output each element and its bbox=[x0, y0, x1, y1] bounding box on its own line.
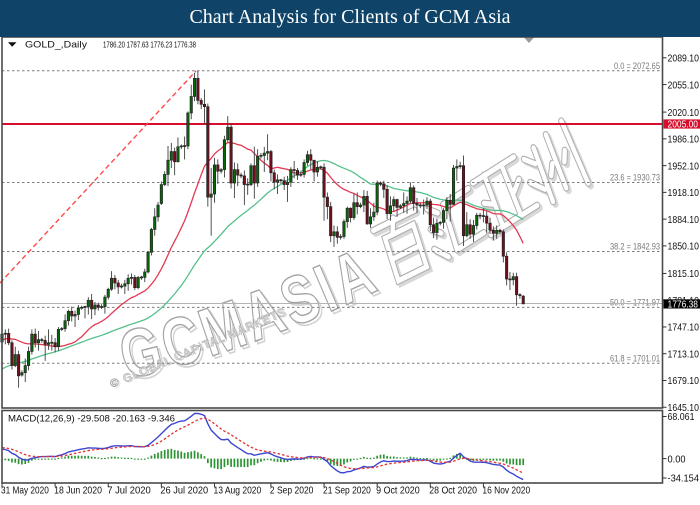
svg-text:1986.10: 1986.10 bbox=[668, 135, 700, 146]
svg-text:50.0 = 1771.97: 50.0 = 1771.97 bbox=[610, 298, 660, 308]
svg-text:1815.10: 1815.10 bbox=[668, 269, 700, 280]
svg-text:13 Aug 2020: 13 Aug 2020 bbox=[213, 486, 261, 497]
svg-text:9 Oct 2020: 9 Oct 2020 bbox=[376, 486, 420, 497]
svg-text:31 May 2020: 31 May 2020 bbox=[1, 486, 49, 497]
svg-text:1918.10: 1918.10 bbox=[668, 188, 700, 199]
svg-text:38.2 = 1842.93: 38.2 = 1842.93 bbox=[610, 242, 660, 252]
svg-text:1776.38: 1776.38 bbox=[668, 299, 699, 310]
svg-text:68.061: 68.061 bbox=[668, 412, 695, 423]
svg-text:0.00: 0.00 bbox=[668, 454, 686, 465]
svg-text:61.8 = 1701.01: 61.8 = 1701.01 bbox=[610, 353, 660, 363]
svg-text:GOLD_,Daily: GOLD_,Daily bbox=[25, 40, 88, 50]
svg-text:1747.10: 1747.10 bbox=[668, 323, 700, 334]
svg-text:1679.10: 1679.10 bbox=[668, 376, 700, 387]
svg-text:0.0 = 2072.65: 0.0 = 2072.65 bbox=[614, 61, 660, 71]
svg-text:2005.00: 2005.00 bbox=[668, 119, 699, 130]
svg-text:21 Sep 2020: 21 Sep 2020 bbox=[323, 486, 371, 497]
svg-text:2 Sep 2020: 2 Sep 2020 bbox=[270, 486, 314, 497]
svg-text:MACD(12,26,9) -29.508 -20.163: MACD(12,26,9) -29.508 -20.163 -9.346 bbox=[8, 414, 175, 424]
svg-text:2020.10: 2020.10 bbox=[668, 108, 700, 119]
svg-text:23.6 = 1930.73: 23.6 = 1930.73 bbox=[610, 173, 660, 183]
svg-text:26 Jul 2020: 26 Jul 2020 bbox=[160, 486, 208, 497]
svg-text:1884.10: 1884.10 bbox=[668, 215, 700, 226]
svg-text:18 Jun 2020: 18 Jun 2020 bbox=[54, 486, 102, 497]
svg-text:28 Oct 2020: 28 Oct 2020 bbox=[429, 486, 477, 497]
svg-text:1786.20 1787.63 1776.23 1776.3: 1786.20 1787.63 1776.23 1776.38 bbox=[103, 41, 196, 50]
svg-text:1713.10: 1713.10 bbox=[668, 349, 700, 360]
svg-text:-34.154: -34.154 bbox=[668, 474, 700, 485]
svg-text:1952.10: 1952.10 bbox=[668, 161, 700, 172]
svg-text:2055.10: 2055.10 bbox=[668, 80, 700, 91]
svg-text:2089.10: 2089.10 bbox=[668, 54, 700, 65]
svg-text:7 Jul 2020: 7 Jul 2020 bbox=[107, 486, 151, 497]
svg-text:1850.10: 1850.10 bbox=[668, 242, 700, 253]
svg-text:16 Nov 2020: 16 Nov 2020 bbox=[482, 486, 530, 497]
